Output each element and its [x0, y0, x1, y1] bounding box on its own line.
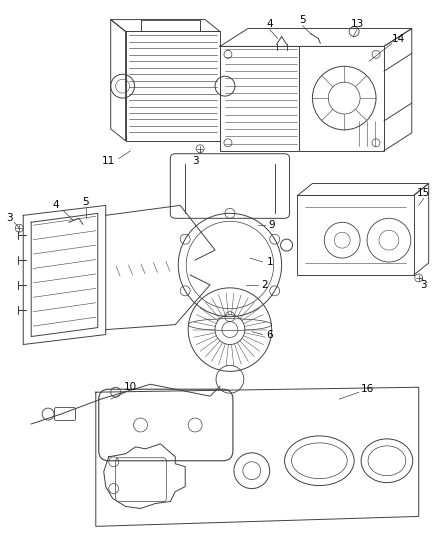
- Text: 3: 3: [420, 280, 427, 290]
- Text: 9: 9: [268, 220, 275, 230]
- Text: 3: 3: [6, 213, 13, 223]
- Text: 6: 6: [266, 329, 273, 340]
- Text: 10: 10: [124, 382, 137, 392]
- Text: 4: 4: [53, 200, 60, 211]
- Text: 1: 1: [266, 257, 273, 267]
- Text: 4: 4: [266, 19, 273, 29]
- Text: 5: 5: [82, 197, 89, 207]
- Text: 13: 13: [350, 19, 364, 29]
- Text: 14: 14: [392, 35, 406, 44]
- Text: 16: 16: [360, 384, 374, 394]
- Text: 5: 5: [299, 14, 306, 25]
- Text: 15: 15: [417, 189, 430, 198]
- Text: 3: 3: [192, 156, 198, 166]
- Text: 11: 11: [102, 156, 115, 166]
- Text: 2: 2: [261, 280, 268, 290]
